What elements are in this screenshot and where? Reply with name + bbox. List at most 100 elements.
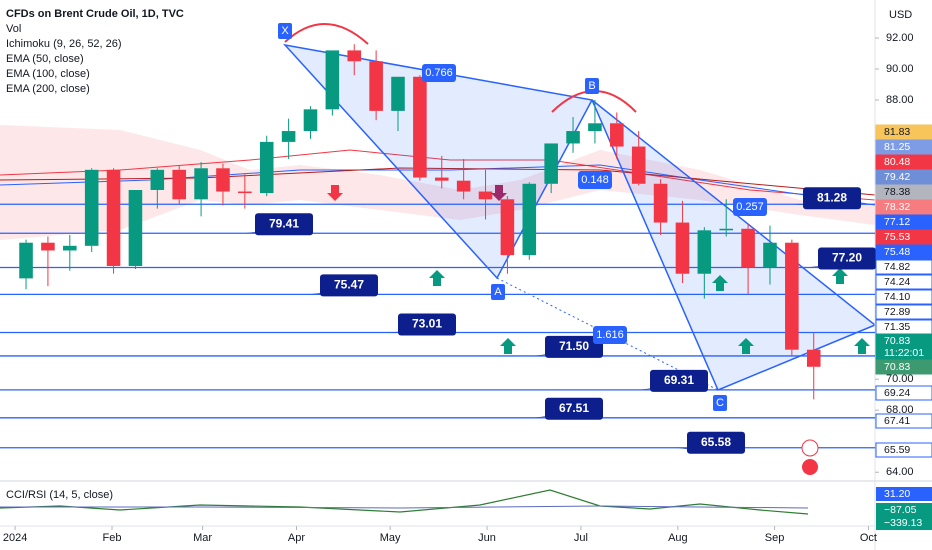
up-arrow [429,270,445,286]
ratio-label: 0.148 [581,174,609,186]
candle [588,100,602,144]
price-tag-label: 80.48 [884,156,910,168]
ratio-box [593,326,627,344]
candle [741,224,755,294]
candle [478,169,493,220]
price-tag [875,244,932,260]
y-tick-label: 70.00 [886,373,914,385]
sub-pane-title: CCI/RSI (14, 5, close) [6,489,113,501]
candle-body [675,222,690,274]
cci-line [0,489,809,515]
price-tag-label: 77.12 [884,216,910,228]
y-tick-label: 68.00 [886,404,914,416]
price-tag [875,359,932,375]
callout-label: 67.51 [559,401,589,415]
price-tag [875,124,932,140]
ema-line [0,164,876,206]
price-tag-label: 74.24 [884,276,910,288]
price-tag-label: 74.82 [884,261,910,273]
ratio-label: 0.766 [425,67,453,79]
currency-label[interactable]: USD [889,9,912,21]
candle-body [544,143,558,184]
candle-body [391,76,405,111]
candle [41,236,55,287]
price-tag [875,184,932,200]
candle [63,234,77,271]
ema-line [0,149,876,201]
price-tag [875,214,932,230]
price-tag-label: 65.59 [884,444,910,456]
callout-label: 75.47 [334,278,364,292]
callout-label: 69.31 [664,373,694,387]
down-arrow [327,185,343,201]
pattern-point-box [491,284,505,300]
candle [325,50,340,116]
candle-body [631,146,646,184]
candle-body [610,123,624,147]
indicator-tag-label: 31.20 [884,488,910,500]
candle [785,239,799,356]
callout-label: 73.01 [412,317,442,331]
price-tag [875,442,932,458]
indicator-tag-label: −339.13 [884,517,922,529]
candle-body [763,242,777,268]
candle [653,179,668,235]
price-tag-label: 81.83 [884,126,910,138]
candle-body [216,168,230,192]
down-arrow [491,185,507,201]
legend-item: EMA (100, close) [6,68,90,80]
candle-body [172,169,186,200]
candle [238,174,252,209]
pattern-point-box [278,23,292,39]
price-tag [875,169,932,185]
callout-box [545,397,603,420]
callout-box [650,369,708,392]
candle [806,332,821,400]
price-tag-label: 70.83 [884,335,910,347]
legend-item: EMA (50, close) [6,53,84,65]
candle [413,75,427,181]
candle [456,158,471,200]
candle-body [434,177,449,181]
candle [172,165,186,204]
x-tick-label: Mar [193,532,212,544]
candle-body [41,242,55,251]
price-tag-label: 72.89 [884,306,910,318]
arc-marker [284,23,369,45]
up-arrow [832,268,848,284]
pattern-point-box [585,78,599,94]
x-tick-label: 2024 [3,532,27,544]
candle [259,135,274,197]
price-tag [875,229,932,245]
candle [544,143,558,194]
price-tag [875,385,932,401]
candle [347,44,362,76]
candle [303,106,318,139]
candle-body [588,123,602,132]
rsi-line [0,505,809,509]
event-icon[interactable] [801,439,819,457]
price-tag-label: 71.35 [884,321,910,333]
price-tag-label: 11:22:01 [884,347,924,359]
price-tag [875,139,932,155]
event-icon[interactable] [802,459,818,475]
candle-body [785,242,799,350]
price-tag-label: 70.83 [884,361,910,373]
candle [150,168,165,209]
candle-body [238,191,252,194]
signal-arrows [327,185,870,475]
price-tag-label: 78.32 [884,201,910,213]
callout-box [687,431,745,454]
candle-body [653,183,668,223]
candle [697,227,712,299]
legend-item: Ichimoku (9, 26, 52, 26) [6,38,122,50]
up-arrow [712,275,728,291]
callout-box [545,335,603,358]
candle [128,189,143,270]
price-tag [875,289,932,305]
candle-body [347,50,362,62]
price-tag [875,274,932,290]
candle-body [719,228,733,231]
